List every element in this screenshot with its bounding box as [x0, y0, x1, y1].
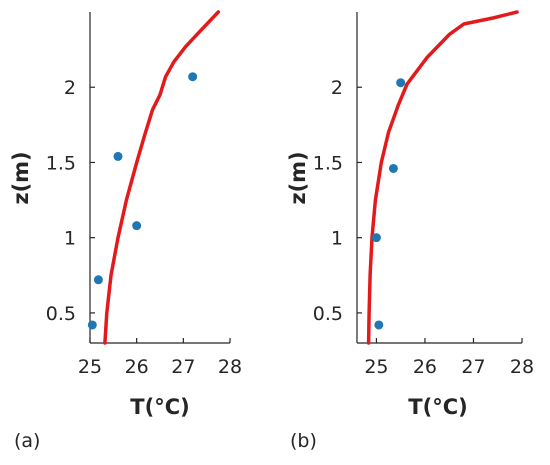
- y-tick-label: 1: [64, 228, 76, 250]
- panel-a: 25 26 27 28 0.5 1 1.5 2 T(°C) z(m) (a): [9, 10, 242, 452]
- observation-point: [87, 320, 97, 330]
- panel-label: (b): [290, 430, 317, 452]
- observation-point: [388, 163, 398, 173]
- y-axis-label: z(m): [286, 151, 310, 204]
- x-tick-label: 28: [218, 356, 242, 378]
- y-tick-label: 0.5: [313, 303, 343, 325]
- y-axis-label: z(m): [9, 151, 33, 204]
- y-tick-label: 0.5: [46, 303, 76, 325]
- observation-point: [374, 320, 384, 330]
- y-tick-label: 1: [331, 228, 343, 250]
- x-tick-label: 26: [125, 356, 149, 378]
- y-tick-label: 2: [331, 77, 343, 99]
- y-tick-label: 1.5: [46, 152, 76, 174]
- x-axis-label: T(°C): [408, 395, 467, 419]
- y-tick-label: 1.5: [313, 152, 343, 174]
- y-tick-label: 2: [64, 77, 76, 99]
- x-tick-label: 25: [78, 356, 102, 378]
- observation-point: [93, 275, 103, 285]
- panel-b: 25 26 27 28 0.5 1 1.5 2 T(°C) z(m) (b): [286, 10, 534, 452]
- x-tick-label: 26: [413, 356, 437, 378]
- observation-point: [113, 151, 123, 161]
- panel-label: (a): [14, 430, 40, 452]
- x-tick-label: 27: [461, 356, 485, 378]
- observation-point: [396, 78, 406, 88]
- temperature-profile-line: [103, 10, 221, 345]
- temperature-profile-line: [366, 10, 519, 345]
- observation-point: [371, 233, 381, 243]
- observation-point: [188, 72, 198, 82]
- x-axis-label: T(°C): [130, 395, 189, 419]
- x-tick-label: 25: [364, 356, 388, 378]
- x-tick-label: 28: [510, 356, 534, 378]
- observation-point: [132, 221, 142, 231]
- x-tick-label: 27: [171, 356, 195, 378]
